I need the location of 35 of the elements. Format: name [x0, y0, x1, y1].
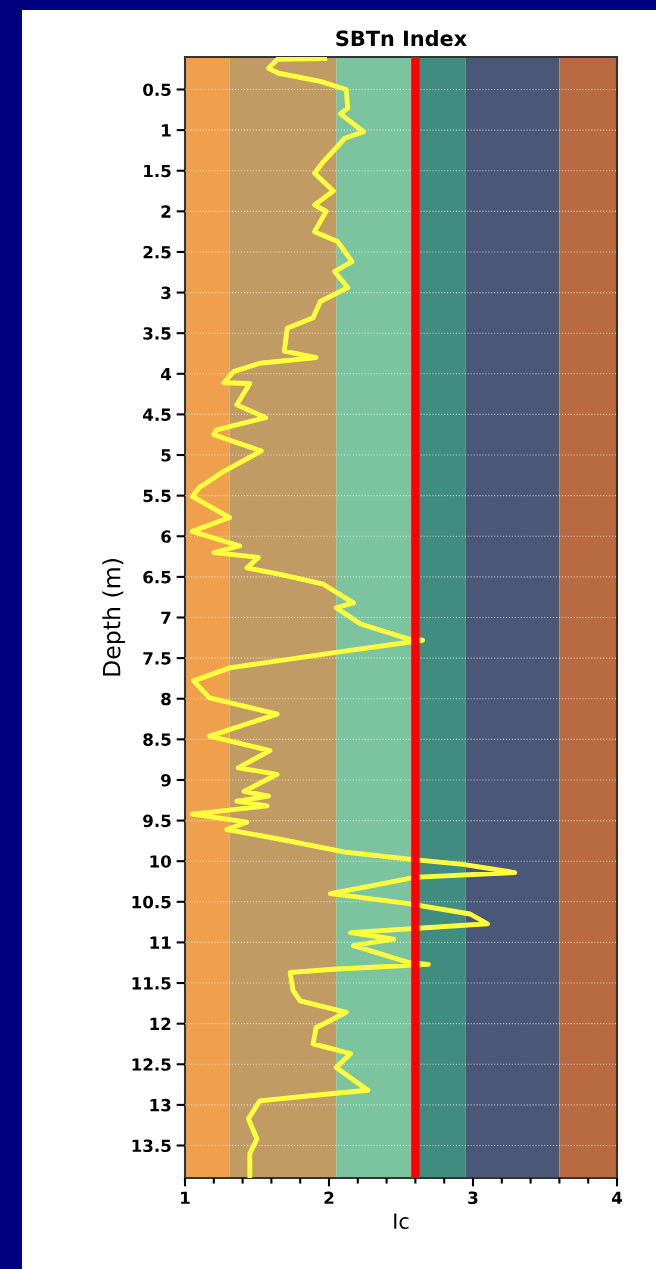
y-tick-label: 12.5: [132, 1058, 171, 1071]
y-tick-label: 2: [161, 205, 171, 218]
y-tick-label: 13: [150, 1098, 171, 1112]
y-tick-label: 2.5: [143, 245, 171, 259]
y-tick-label: 8: [161, 692, 171, 706]
y-tick-label: 4: [160, 367, 172, 381]
chart-title: SBTn Index: [336, 30, 467, 47]
y-axis-title: Depth (m): [102, 559, 126, 676]
line-series: [189, 57, 518, 1178]
y-tick-label: 9: [161, 773, 171, 787]
y-tick-label: 5: [161, 449, 171, 462]
y-tick-label: 7: [161, 611, 171, 624]
y-tick-label: 1: [162, 124, 171, 137]
y-tick-label: 3: [161, 286, 171, 300]
x-tick-label: 3: [468, 1191, 478, 1205]
y-tick-label: 4.5: [143, 408, 171, 421]
y-tick-label: 6: [161, 530, 171, 543]
y-tick-label: 10: [150, 855, 172, 868]
y-tick-label: 0.5: [143, 83, 171, 97]
y-tick-label: 8.5: [143, 733, 171, 746]
y-tick-label: 6.5: [143, 570, 171, 584]
y-tick-label: 1.5: [144, 164, 171, 178]
x-axis-title: Ic: [394, 1213, 409, 1230]
y-tick-label: 10.5: [132, 895, 171, 909]
x-tick-label: 1: [181, 1191, 190, 1204]
x-tick-label: 2: [324, 1191, 334, 1204]
x-tick-label: 4: [611, 1191, 623, 1204]
y-tick-label: 7.5: [143, 652, 171, 665]
y-tick-label: 11: [150, 936, 171, 949]
y-tick-label: 11.5: [132, 977, 171, 990]
y-tick-label: 13.5: [132, 1139, 171, 1153]
y-tick-label: 3.5: [143, 327, 171, 340]
y-tick-label: 5.5: [143, 489, 171, 503]
y-tick-label: 12: [150, 1017, 171, 1030]
y-tick-label: 9.5: [143, 814, 171, 828]
